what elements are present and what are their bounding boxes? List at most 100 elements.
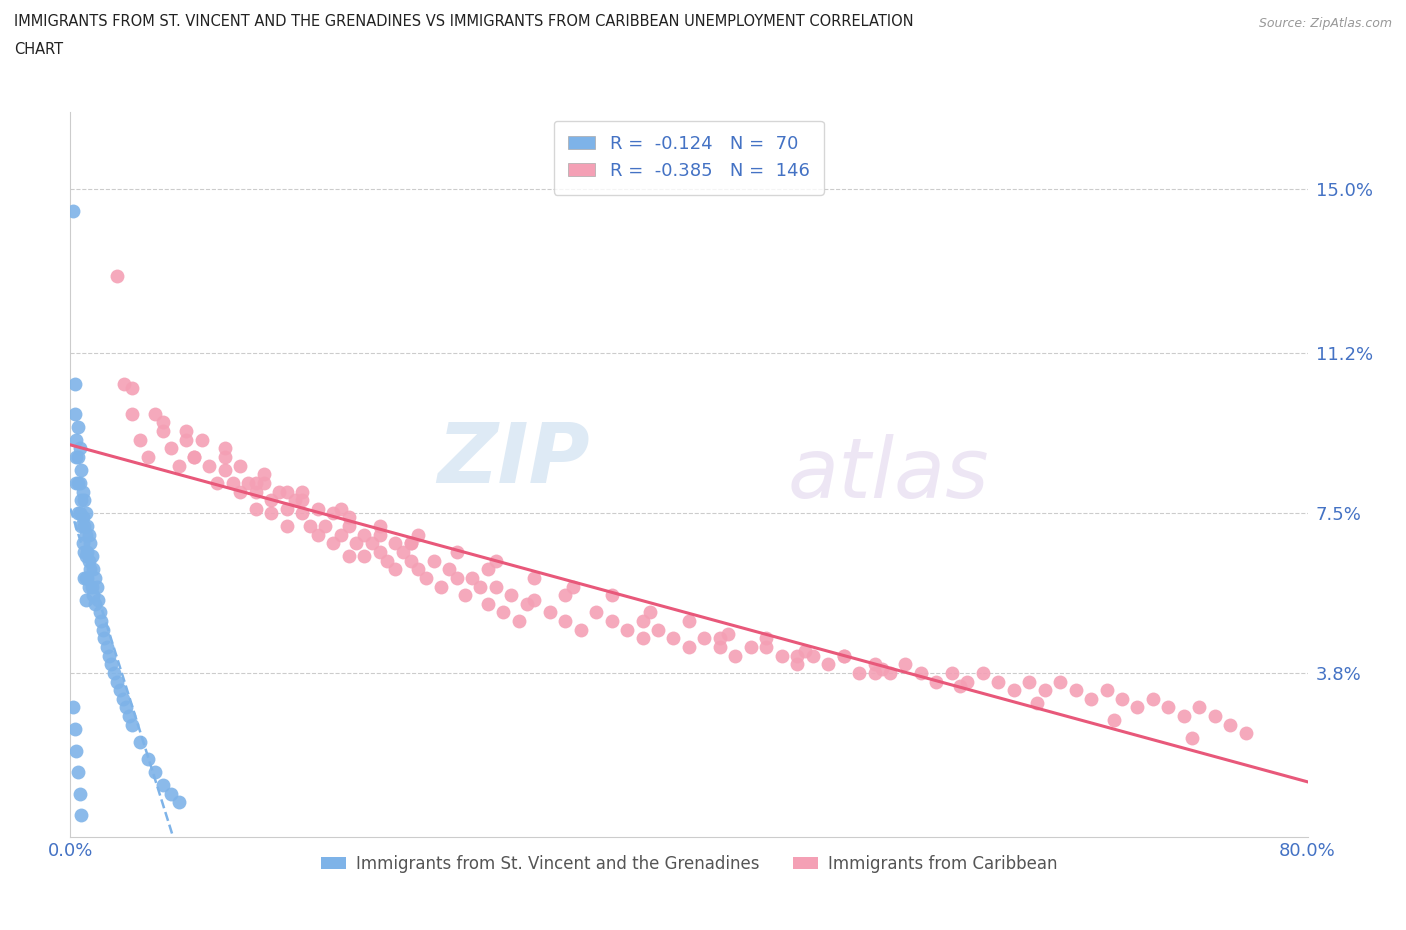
Point	[115, 700, 138, 715]
Point	[523, 570, 546, 585]
Point	[492, 605, 515, 620]
Point	[346, 536, 368, 551]
Point	[260, 493, 283, 508]
Point	[949, 679, 972, 694]
Point	[693, 631, 716, 645]
Point	[1234, 726, 1257, 741]
Point	[73, 519, 96, 534]
Point	[1126, 700, 1149, 715]
Point	[214, 441, 236, 456]
Point	[136, 449, 159, 464]
Point	[368, 519, 391, 534]
Point	[879, 666, 901, 681]
Point	[214, 449, 236, 464]
Point	[562, 579, 585, 594]
Point	[1018, 674, 1040, 689]
Point	[62, 204, 84, 219]
Point	[65, 743, 87, 758]
Point	[167, 458, 190, 473]
Point	[461, 570, 484, 585]
Point	[108, 683, 131, 698]
Point	[86, 579, 108, 594]
Point	[100, 657, 122, 671]
Point	[717, 627, 740, 642]
Point	[408, 527, 430, 542]
Point	[322, 506, 344, 521]
Point	[1049, 674, 1071, 689]
Point	[1033, 683, 1056, 698]
Point	[238, 475, 260, 490]
Point	[801, 648, 824, 663]
Point	[160, 441, 183, 456]
Point	[631, 631, 654, 645]
Point	[79, 562, 101, 577]
Point	[1173, 709, 1195, 724]
Point	[129, 432, 152, 447]
Point	[207, 475, 229, 490]
Point	[786, 657, 808, 671]
Point	[67, 764, 90, 779]
Point	[69, 787, 91, 802]
Point	[77, 527, 100, 542]
Text: IMMIGRANTS FROM ST. VINCENT AND THE GRENADINES VS IMMIGRANTS FROM CARIBBEAN UNEM: IMMIGRANTS FROM ST. VINCENT AND THE GREN…	[14, 14, 914, 29]
Point	[941, 666, 963, 681]
Point	[755, 640, 778, 655]
Point	[70, 808, 93, 823]
Point	[76, 519, 98, 534]
Point	[276, 485, 298, 499]
Point	[631, 614, 654, 629]
Point	[70, 493, 93, 508]
Point	[439, 562, 461, 577]
Point	[70, 462, 93, 477]
Point	[77, 553, 100, 568]
Point	[253, 467, 276, 482]
Point	[82, 588, 105, 603]
Point	[678, 640, 700, 655]
Point	[446, 570, 468, 585]
Point	[93, 631, 115, 645]
Point	[67, 419, 90, 434]
Point	[65, 432, 87, 447]
Point	[330, 527, 353, 542]
Point	[1219, 717, 1241, 732]
Point	[121, 717, 143, 732]
Point	[72, 536, 94, 551]
Point	[647, 622, 669, 637]
Point	[477, 596, 499, 611]
Point	[485, 579, 508, 594]
Text: atlas: atlas	[787, 433, 990, 515]
Point	[80, 579, 103, 594]
Point	[508, 614, 530, 629]
Point	[136, 751, 159, 766]
Point	[105, 674, 128, 689]
Point	[63, 722, 86, 737]
Point	[709, 640, 731, 655]
Point	[80, 549, 103, 564]
Point	[76, 570, 98, 585]
Point	[167, 795, 190, 810]
Point	[662, 631, 685, 645]
Point	[114, 377, 135, 392]
Point	[368, 545, 391, 560]
Point	[291, 493, 314, 508]
Point	[75, 506, 97, 521]
Point	[485, 553, 508, 568]
Point	[872, 661, 894, 676]
Point	[84, 596, 107, 611]
Point	[600, 588, 623, 603]
Point	[284, 493, 307, 508]
Point	[152, 777, 174, 792]
Point	[70, 519, 93, 534]
Point	[1080, 691, 1102, 706]
Point	[67, 506, 90, 521]
Point	[337, 510, 360, 525]
Point	[477, 562, 499, 577]
Point	[91, 622, 114, 637]
Point	[75, 570, 97, 585]
Point	[75, 527, 97, 542]
Point	[73, 570, 96, 585]
Point	[315, 519, 337, 534]
Point	[129, 735, 152, 750]
Point	[956, 674, 979, 689]
Point	[415, 570, 437, 585]
